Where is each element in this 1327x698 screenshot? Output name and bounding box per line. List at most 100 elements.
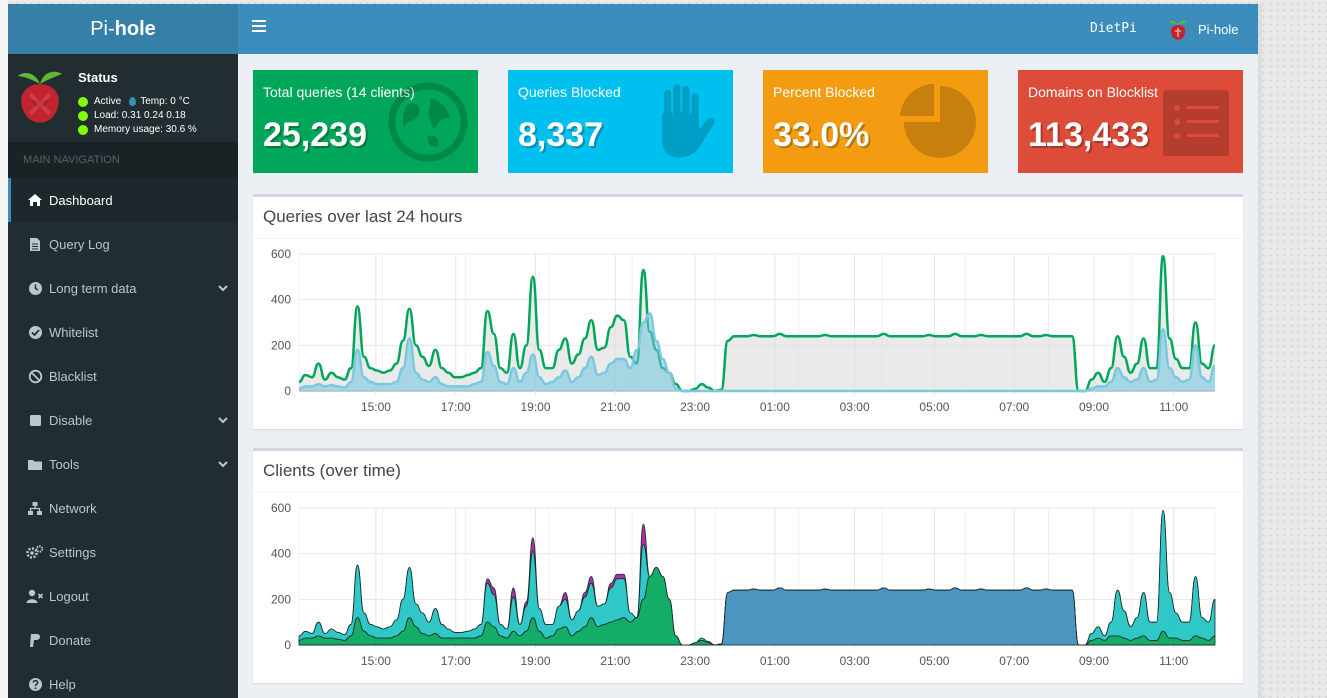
home-icon bbox=[26, 192, 44, 208]
x-tick-label: 05:00 bbox=[919, 400, 949, 414]
y-tick-label: 600 bbox=[271, 247, 291, 261]
pihole-logo-icon bbox=[1169, 20, 1187, 40]
sidebar-item-whitelist[interactable]: Whitelist bbox=[8, 310, 238, 354]
top-navbar: DietPi Pi-hole bbox=[238, 4, 1258, 54]
nav-header: MAIN NAVIGATION bbox=[8, 142, 238, 178]
x-tick-label: 03:00 bbox=[840, 654, 870, 668]
sidebar-item-disable[interactable]: Disable bbox=[8, 398, 238, 442]
stat-label: Percent Blocked bbox=[773, 84, 875, 100]
stat-percent-blocked[interactable]: Percent Blocked 33.0% bbox=[763, 70, 988, 173]
list-icon bbox=[1163, 90, 1229, 156]
app-logo[interactable]: Pi-hole bbox=[8, 4, 238, 54]
clients-chart-panel: Clients (over time) 600 400 200 0 15:00 17:00… bbox=[253, 448, 1243, 683]
hostname-label: DietPi bbox=[1090, 21, 1137, 36]
sidebar-item-donate[interactable]: Donate bbox=[8, 618, 238, 662]
stat-queries-blocked[interactable]: Queries Blocked 8,337 bbox=[508, 70, 733, 173]
app-window: Pi-hole DietPi Pi-hole Status bbox=[8, 4, 1258, 698]
active-dot-icon bbox=[78, 96, 88, 107]
sidebar-item-label: Dashboard bbox=[49, 192, 113, 208]
user-menu[interactable]: Pi-hole bbox=[1168, 16, 1238, 42]
clock-icon bbox=[26, 280, 44, 296]
chevron-down-icon bbox=[218, 456, 228, 471]
x-tick-label: 23:00 bbox=[680, 400, 710, 414]
series-area bbox=[298, 587, 1216, 646]
y-tick-label: 0 bbox=[284, 384, 291, 398]
sidebar-item-help[interactable]: Help bbox=[8, 662, 238, 698]
stat-value: 113,433 bbox=[1028, 116, 1150, 154]
sidebar-item-label: Logout bbox=[49, 588, 89, 604]
window-edge bbox=[0, 0, 8, 698]
stat-value: 8,337 bbox=[518, 116, 604, 154]
temperature-icon bbox=[129, 97, 137, 106]
active-label: Active bbox=[94, 96, 122, 107]
sidebar-item-label: Help bbox=[49, 676, 76, 692]
ban-icon bbox=[26, 368, 44, 384]
x-tick-label: 23:00 bbox=[680, 654, 710, 668]
status-active-line: Active Temp: 0 °C bbox=[78, 96, 190, 107]
clients-chart[interactable]: 600 400 200 0 15:00 17:00 19:00 21:00 23:00 01:00… bbox=[253, 493, 1243, 683]
sidebar-item-settings[interactable]: Settings bbox=[8, 530, 238, 574]
sidebar-item-blacklist[interactable]: Blacklist bbox=[8, 354, 238, 398]
user-label: Pi-hole bbox=[1198, 21, 1239, 37]
sidebar-item-network[interactable]: Network bbox=[8, 486, 238, 530]
sidebar-item-label: Query Log bbox=[49, 236, 110, 252]
status-memory-line: Memory usage: 30.6 % bbox=[78, 124, 197, 135]
sidebar-item-query-log[interactable]: Query Log bbox=[8, 222, 238, 266]
sidebar-item-dashboard[interactable]: Dashboard bbox=[8, 178, 238, 222]
stat-label: Domains on Blocklist bbox=[1028, 84, 1158, 100]
sidebar-item-label: Disable bbox=[49, 412, 93, 428]
check-circle-icon bbox=[26, 324, 44, 340]
pihole-logo-large-icon bbox=[18, 71, 62, 123]
sidebar-item-logout[interactable]: Logout bbox=[8, 574, 238, 618]
window-shadow bbox=[1258, 4, 1262, 698]
stat-label: Total queries (14 clients) bbox=[263, 84, 415, 100]
series-line bbox=[298, 312, 1216, 393]
sidebar-item-label: Settings bbox=[49, 544, 96, 560]
sidebar-item-label: Donate bbox=[49, 632, 91, 648]
stat-total-queries[interactable]: Total queries (14 clients) 25,239 bbox=[253, 70, 478, 173]
queries-chart-title: Queries over last 24 hours bbox=[253, 197, 1243, 239]
series-line bbox=[298, 255, 1217, 393]
sidebar-toggle-icon[interactable] bbox=[252, 20, 266, 34]
sidebar-item-long-term-data[interactable]: Long term data bbox=[8, 266, 238, 310]
load-dot-icon bbox=[78, 110, 88, 121]
memory-label: Memory usage: 30.6 % bbox=[94, 124, 197, 135]
x-tick-label: 11:00 bbox=[1159, 400, 1188, 414]
user-times-icon bbox=[26, 588, 44, 604]
logo-prefix: Pi- bbox=[90, 18, 115, 40]
queries-chart[interactable]: 600 400 200 0 15:00 17:00 19:00 21:00 23:00 01:00… bbox=[253, 239, 1243, 429]
x-tick-label: 15:00 bbox=[361, 400, 391, 414]
memory-dot-icon bbox=[78, 124, 88, 135]
x-tick-label: 09:00 bbox=[1079, 654, 1109, 668]
x-tick-label: 15:00 bbox=[361, 654, 391, 668]
x-tick-label: 11:00 bbox=[1159, 654, 1188, 668]
y-tick-label: 0 bbox=[284, 638, 291, 652]
y-tick-label: 200 bbox=[271, 592, 291, 606]
sidebar-item-label: Tools bbox=[49, 456, 80, 472]
gears-icon bbox=[26, 544, 44, 560]
folder-icon bbox=[26, 456, 44, 472]
file-icon bbox=[26, 236, 44, 252]
x-tick-label: 07:00 bbox=[999, 654, 1029, 668]
x-tick-label: 21:00 bbox=[600, 654, 630, 668]
x-tick-label: 19:00 bbox=[520, 400, 550, 414]
stat-label: Queries Blocked bbox=[518, 84, 621, 100]
sidebar-item-label: Blacklist bbox=[49, 368, 97, 384]
chevron-down-icon bbox=[218, 412, 228, 427]
y-tick-label: 600 bbox=[271, 501, 291, 515]
main-content: Total queries (14 clients) 25,239 Querie… bbox=[238, 54, 1258, 698]
chevron-down-icon bbox=[218, 280, 228, 295]
sidebar: Status Active Temp: 0 °C Load: 0.31 0.24… bbox=[8, 54, 238, 698]
sidebar-item-tools[interactable]: Tools bbox=[8, 442, 238, 486]
y-tick-label: 200 bbox=[271, 338, 291, 352]
x-tick-label: 21:00 bbox=[600, 400, 630, 414]
question-circle-icon bbox=[26, 676, 44, 692]
status-panel: Status Active Temp: 0 °C Load: 0.31 0.24… bbox=[8, 54, 238, 142]
sidebar-item-label: Long term data bbox=[49, 280, 137, 296]
y-tick-label: 400 bbox=[271, 547, 291, 561]
sidebar-item-label: Whitelist bbox=[49, 324, 99, 340]
x-tick-label: 07:00 bbox=[999, 400, 1029, 414]
x-tick-label: 17:00 bbox=[441, 400, 471, 414]
stat-domains-blocklist[interactable]: Domains on Blocklist 113,433 bbox=[1018, 70, 1243, 173]
temp-label: Temp: 0 °C bbox=[140, 96, 190, 107]
